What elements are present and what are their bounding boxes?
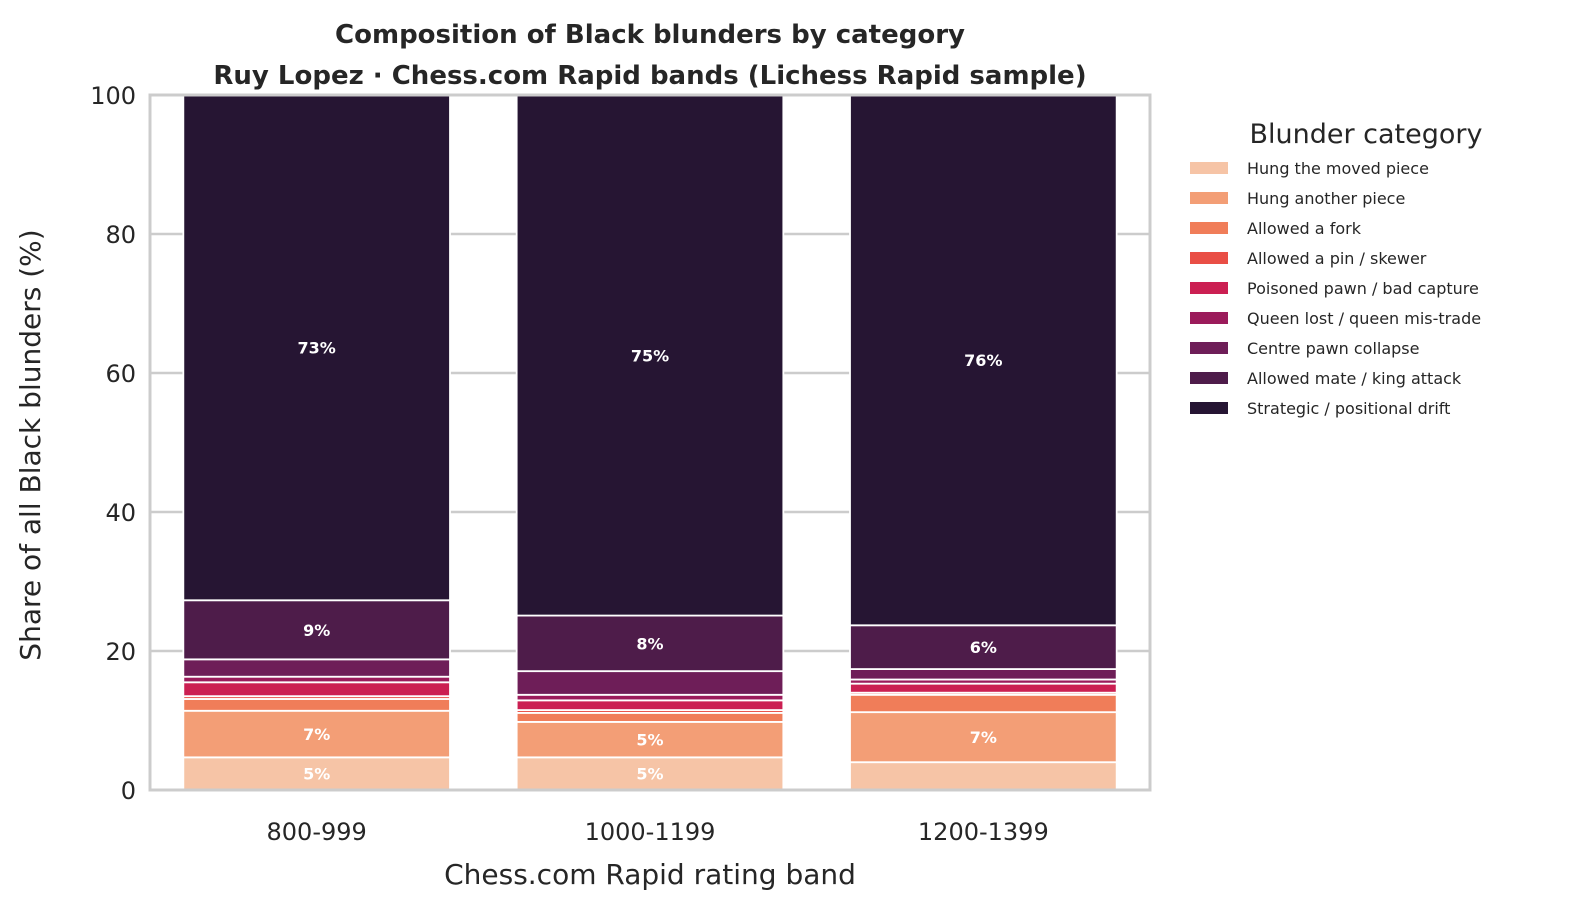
y-tick-label: 40 xyxy=(105,499,136,527)
y-tick-label: 80 xyxy=(105,221,136,249)
legend-swatch xyxy=(1190,192,1228,204)
segment-value-label: 8% xyxy=(636,634,663,653)
segment-value-label: 9% xyxy=(303,621,330,640)
x-tick-labels: 800-999 1000-1199 1200-1399 xyxy=(267,818,1049,846)
bar-segment xyxy=(849,682,1118,694)
bar-segment xyxy=(849,624,1118,670)
bar-segment xyxy=(182,681,451,698)
segment-value-label: 5% xyxy=(636,765,663,784)
segment-value-label: 75% xyxy=(631,346,669,365)
legend-swatch xyxy=(1190,162,1228,174)
segment-value-label: 5% xyxy=(636,731,663,750)
bar-segment xyxy=(182,709,451,759)
segment-value-label: 7% xyxy=(970,728,997,747)
legend-entry-label: Hung the moved piece xyxy=(1247,159,1429,178)
bar-segment xyxy=(515,614,785,673)
legend: Blunder category Hung the moved pieceHun… xyxy=(1190,119,1483,418)
chart-subtitle: Ruy Lopez · Chess.com Rapid bands (Liche… xyxy=(213,61,1086,91)
bars-group xyxy=(182,94,1118,791)
legend-entry-label: Allowed a fork xyxy=(1247,219,1362,238)
x-tick-label: 800-999 xyxy=(267,818,367,846)
x-tick-label: 1200-1399 xyxy=(918,818,1049,846)
bar-segment xyxy=(849,693,1118,714)
segment-value-label: 76% xyxy=(964,351,1002,370)
y-tick-label: 20 xyxy=(105,638,136,666)
legend-entry-label: Hung another piece xyxy=(1247,189,1405,208)
legend-entry-label: Centre pawn collapse xyxy=(1247,339,1419,358)
legend-entry-label: Allowed a pin / skewer xyxy=(1247,249,1427,268)
legend-swatch xyxy=(1190,342,1228,354)
segment-value-label: 6% xyxy=(970,638,997,657)
x-axis-label: Chess.com Rapid rating band xyxy=(444,858,856,891)
y-axis-label: Share of all Black blunders (%) xyxy=(14,229,47,660)
bar-segment xyxy=(849,761,1118,791)
bar-segment xyxy=(515,711,785,723)
bar-segment xyxy=(849,711,1118,764)
x-tick-label: 1000-1199 xyxy=(585,818,716,846)
legend-title: Blunder category xyxy=(1249,119,1482,150)
legend-entry-label: Allowed mate / king attack xyxy=(1247,369,1462,388)
y-tick-label: 0 xyxy=(121,777,136,805)
legend-entry-label: Strategic / positional drift xyxy=(1247,399,1450,418)
segment-labels: 5% 7% 9% 73% 5% 5% 8% 75% 7% 6% 76% xyxy=(298,339,1003,784)
legend-swatch xyxy=(1190,222,1228,234)
legend-entry-label: Queen lost / queen mis-trade xyxy=(1247,309,1481,328)
bar-segment xyxy=(849,94,1118,627)
y-tick-label: 100 xyxy=(90,82,136,110)
chart-title: Composition of Black blunders by categor… xyxy=(335,20,965,50)
bar-segment xyxy=(849,668,1118,681)
segment-value-label: 5% xyxy=(303,765,330,784)
segment-value-label: 73% xyxy=(298,339,336,358)
plot-frame xyxy=(148,93,1152,792)
bar-segment xyxy=(182,698,451,712)
legend-entry-label: Poisoned pawn / bad capture xyxy=(1247,279,1479,298)
y-tick-label: 60 xyxy=(105,360,136,388)
legend-swatch xyxy=(1190,252,1228,264)
bar-segment xyxy=(515,670,785,696)
legend-swatch xyxy=(1190,372,1228,384)
bar-segment xyxy=(182,94,451,602)
legend-swatch xyxy=(1190,402,1228,414)
bar-segment xyxy=(182,658,451,678)
legend-swatch xyxy=(1190,312,1228,324)
segment-value-label: 7% xyxy=(303,725,330,744)
bar-segment xyxy=(515,699,785,711)
legend-items: Hung the moved piece Hung another piece Al… xyxy=(1190,159,1481,418)
legend-swatch xyxy=(1190,282,1228,294)
y-tick-labels: 0 20 40 60 80 100 xyxy=(90,82,136,805)
